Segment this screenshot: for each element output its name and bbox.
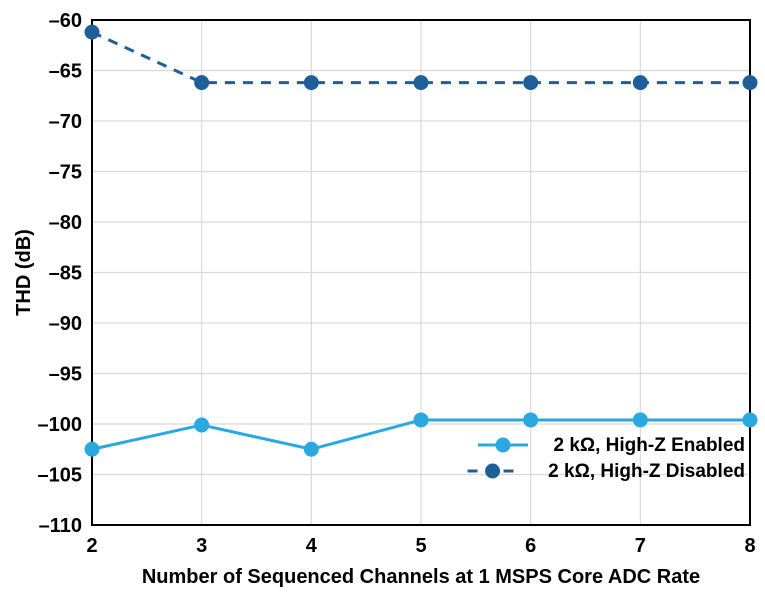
legend-swatch-marker: [496, 438, 510, 452]
y-tick-label: –75: [49, 162, 82, 184]
series-marker: [633, 76, 647, 90]
x-axis-label: Number of Sequenced Channels at 1 MSPS C…: [142, 566, 700, 588]
series-marker: [633, 413, 647, 427]
series-marker: [743, 76, 757, 90]
y-axis-label: THD (dB): [13, 229, 35, 316]
series-marker: [304, 442, 318, 456]
x-tick-label: 3: [196, 535, 207, 557]
series-marker: [524, 413, 538, 427]
y-tick-label: –60: [49, 10, 82, 32]
y-tick-label: –80: [49, 212, 82, 234]
series-marker: [524, 76, 538, 90]
y-tick-label: –105: [38, 465, 83, 487]
x-tick-label: 6: [525, 535, 536, 557]
chart-svg: –60 –65 –70 –75 –80 –85 –90 –95 –100 –105 –1102 3 4 5…: [0, 0, 765, 594]
x-tick-label: 7: [635, 535, 646, 557]
legend-swatch-marker: [486, 464, 500, 478]
thd-chart: –60 –65 –70 –75 –80 –85 –90 –95 –100 –105 –1102 3 4 5…: [0, 0, 765, 594]
chart-background: [0, 0, 765, 594]
y-tick-label: –85: [49, 263, 82, 285]
y-tick-label: –100: [38, 414, 83, 436]
series-marker: [743, 413, 757, 427]
x-tick-label: 4: [306, 535, 318, 557]
y-tick-label: –90: [49, 313, 82, 335]
series-marker: [85, 25, 99, 39]
series-marker: [85, 442, 99, 456]
series-marker: [195, 76, 209, 90]
series-marker: [195, 418, 209, 432]
legend-label: 2 kΩ, High-Z Enabled: [553, 435, 745, 456]
x-tick-label: 2: [86, 535, 97, 557]
series-marker: [414, 76, 428, 90]
x-tick-label: 8: [744, 535, 755, 557]
legend-label: 2 kΩ, High-Z Disabled: [548, 461, 745, 482]
y-tick-label: –110: [39, 515, 82, 537]
series-marker: [304, 76, 318, 90]
x-tick-label: 5: [415, 535, 426, 557]
y-tick-label: –65: [49, 61, 82, 83]
series-marker: [414, 413, 428, 427]
y-tick-label: –95: [49, 364, 82, 386]
y-tick-label: –70: [49, 111, 82, 133]
